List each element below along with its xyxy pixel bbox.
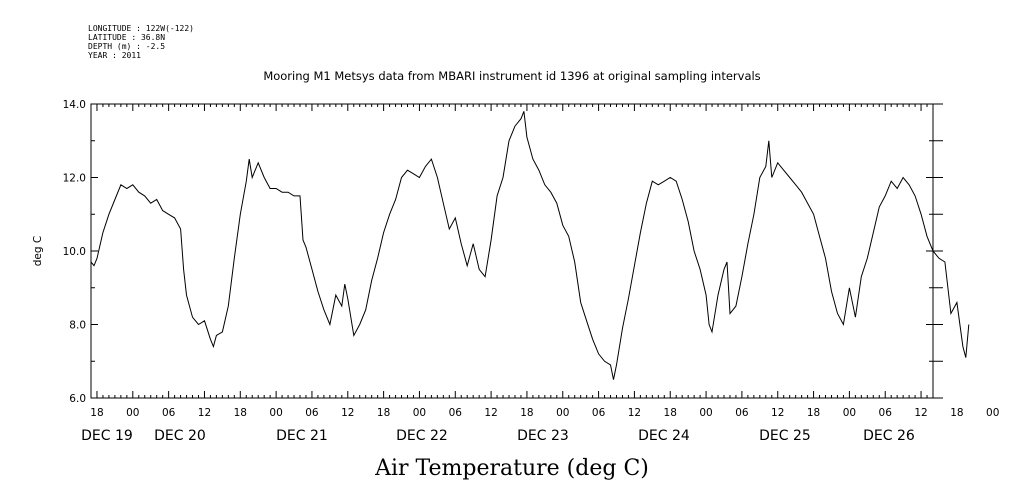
x-axis: 18 00 06 12 18 00 06 12 18 00 06 12 18 00 06 12 18 00 06 12…	[81, 104, 999, 444]
x-hour-label: 12	[914, 407, 927, 419]
x-hour-label: 12	[198, 407, 211, 419]
x-hour-label: 06	[449, 407, 463, 419]
x-hour-label: 18	[664, 407, 677, 419]
x-hour-label: 00	[699, 407, 712, 419]
y-axis-label: deg C	[32, 236, 44, 266]
year-text: YEAR : 2011	[88, 51, 141, 60]
x-hour-label: 18	[520, 407, 533, 419]
longitude-text: LONGITUDE : 122W(-122)	[88, 24, 194, 33]
x-hour-label: 06	[879, 407, 893, 419]
x-date-label: DEC 24	[638, 428, 690, 444]
x-axis-label: Air Temperature (deg C)	[374, 456, 649, 481]
x-date-label: DEC 21	[276, 428, 328, 444]
y-tick-label: 8.0	[69, 320, 86, 332]
x-date-label: DEC 19	[81, 428, 133, 444]
x-hour-label: 06	[592, 407, 606, 419]
x-date-label: DEC 20	[154, 428, 206, 444]
x-hour-label: 00	[126, 407, 139, 419]
x-hour-label: 06	[305, 407, 319, 419]
x-hour-label: 18	[234, 407, 247, 419]
x-hour-label: 12	[341, 407, 354, 419]
x-date-label: DEC 26	[863, 428, 915, 444]
x-hour-label: 06	[162, 407, 176, 419]
chart-title: Mooring M1 Metsys data from MBARI instru…	[263, 69, 760, 83]
x-hour-label: 18	[807, 407, 820, 419]
depth-text: DEPTH (m) : -2.5	[88, 42, 165, 51]
x-hour-label: 18	[950, 407, 963, 419]
x-hour-label: 06	[735, 407, 749, 419]
x-hour-label: 18	[377, 407, 390, 419]
x-hour-label: 00	[269, 407, 282, 419]
x-hour-label: 00	[986, 407, 999, 419]
x-date-label: DEC 22	[396, 428, 448, 444]
x-date-label: DEC 23	[517, 428, 569, 444]
x-hour-label: 12	[771, 407, 784, 419]
x-hour-label: 12	[628, 407, 641, 419]
x-date-label: DEC 25	[759, 428, 811, 444]
x-hour-label: 00	[556, 407, 569, 419]
y-axis: 6.0 8.0 10.0 12.0 14.0	[63, 99, 943, 405]
air-temperature-line	[90, 111, 970, 380]
y-tick-label: 10.0	[63, 246, 86, 258]
y-tick-label: 12.0	[63, 173, 86, 185]
plot-frame	[90, 103, 934, 399]
y-tick-label: 6.0	[69, 393, 86, 405]
y-tick-label: 14.0	[63, 99, 86, 111]
x-hour-label: 00	[843, 407, 856, 419]
x-hour-label: 12	[484, 407, 497, 419]
latitude-text: LATITUDE : 36.8N	[88, 33, 165, 42]
x-hour-label: 18	[90, 407, 103, 419]
x-hour-label: 00	[413, 407, 426, 419]
